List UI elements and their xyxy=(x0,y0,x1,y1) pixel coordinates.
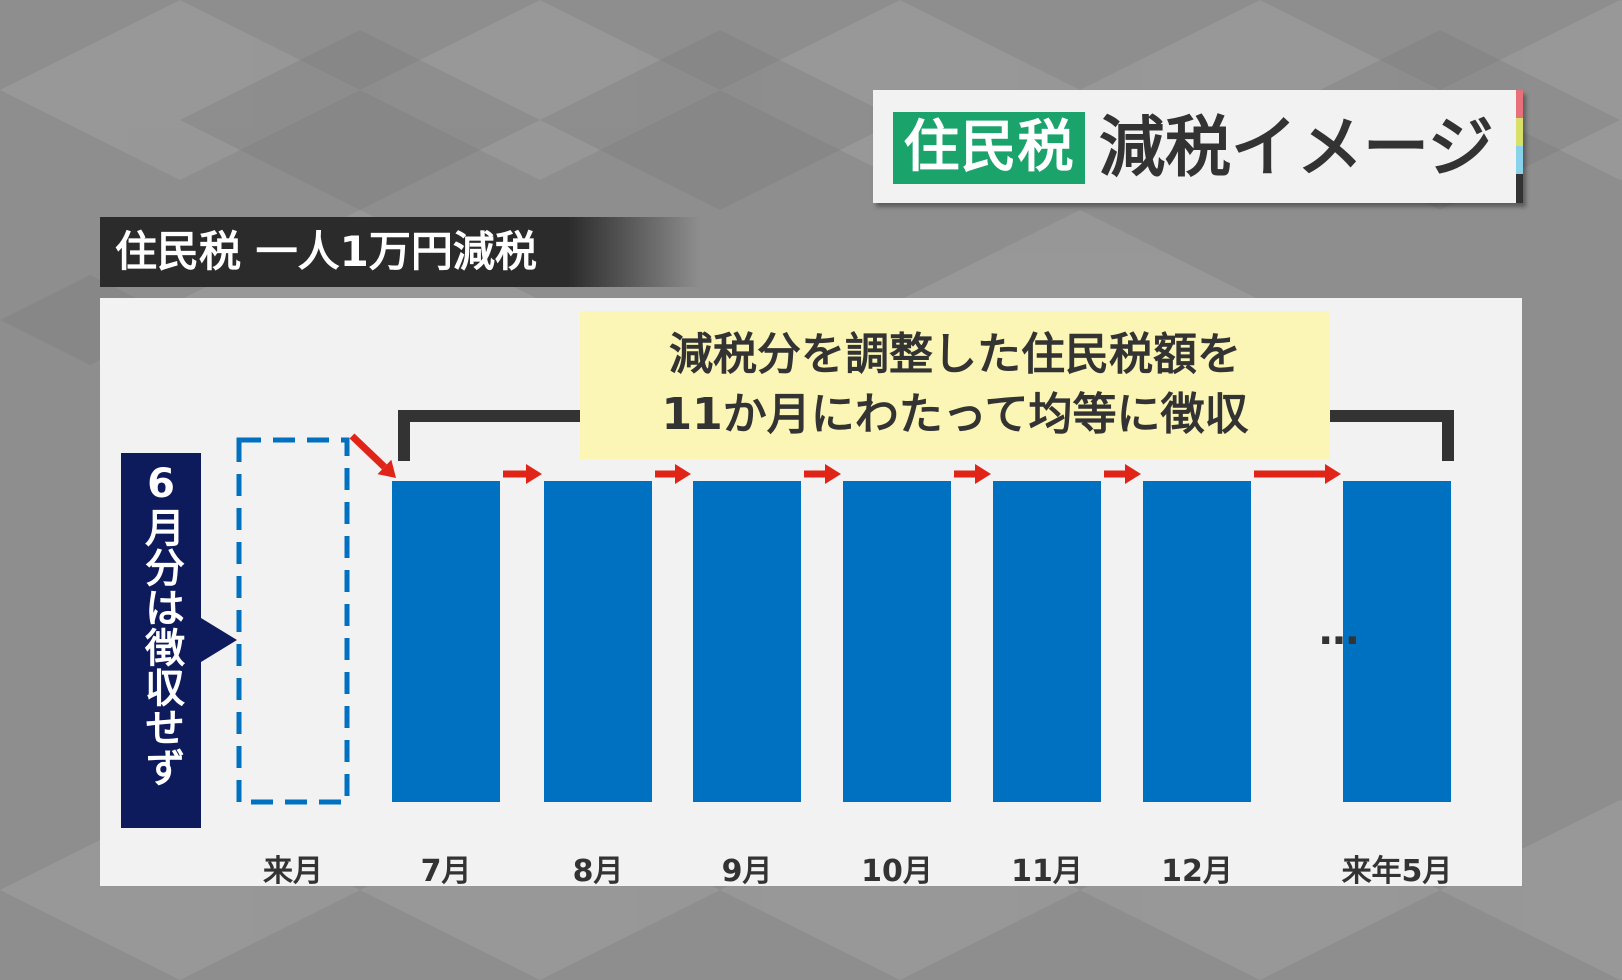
x-label-11月: 11月 xyxy=(1011,854,1083,889)
x-label-来年5月: 来年5月 xyxy=(1341,854,1453,889)
subheading-text: 住民税 一人1万円減税 xyxy=(115,227,537,276)
title-tag: 住民税 xyxy=(893,112,1085,184)
callout-line-1: 減税分を調整した住民税額を xyxy=(669,329,1241,380)
side-label-pointer xyxy=(201,618,237,662)
bar-10月 xyxy=(843,481,951,802)
bar-8月 xyxy=(544,481,652,802)
title-box: 住民税 減税イメージ xyxy=(873,90,1523,203)
title-stripe-4 xyxy=(1516,174,1523,203)
bar-9月 xyxy=(693,481,801,802)
title-stripe-3 xyxy=(1516,146,1523,174)
arrow-2 xyxy=(655,464,691,484)
arrow-0 xyxy=(349,433,396,478)
bar-12月 xyxy=(1143,481,1251,802)
x-label-7月: 7月 xyxy=(420,854,472,889)
x-label-来月: 来月 xyxy=(263,854,323,889)
bar-11月 xyxy=(993,481,1101,802)
arrow-1 xyxy=(503,464,542,484)
x-label-9月: 9月 xyxy=(721,854,773,889)
callout-box: 減税分を調整した住民税額を 11か月にわたって均等に徴収 xyxy=(580,311,1330,459)
side-label: 6月分は徴収せず xyxy=(121,453,201,828)
bar-7月 xyxy=(392,481,500,802)
arrow-5 xyxy=(1104,464,1141,484)
chart-panel: 減税分を調整した住民税額を 11か月にわたって均等に徴収 6月分は徴収せず … … xyxy=(100,298,1522,889)
ellipsis: … xyxy=(1319,608,1361,654)
arrow-3 xyxy=(804,464,841,484)
subheading-bar: 住民税 一人1万円減税 xyxy=(100,217,700,287)
x-label-8月: 8月 xyxy=(572,854,624,889)
title-main: 減税イメージ xyxy=(1099,109,1494,186)
x-label-12月: 12月 xyxy=(1161,854,1233,889)
bar-来年5月 xyxy=(1343,481,1451,802)
callout-line-2: 11か月にわたって均等に徴収 xyxy=(661,389,1249,440)
x-label-10月: 10月 xyxy=(861,854,933,889)
title-stripe-2 xyxy=(1516,118,1523,146)
arrow-6 xyxy=(1254,464,1341,484)
chart-svg xyxy=(236,433,1451,805)
bar-empty-来月 xyxy=(236,437,350,805)
title-stripe-1 xyxy=(1516,90,1523,118)
arrow-4 xyxy=(954,464,991,484)
